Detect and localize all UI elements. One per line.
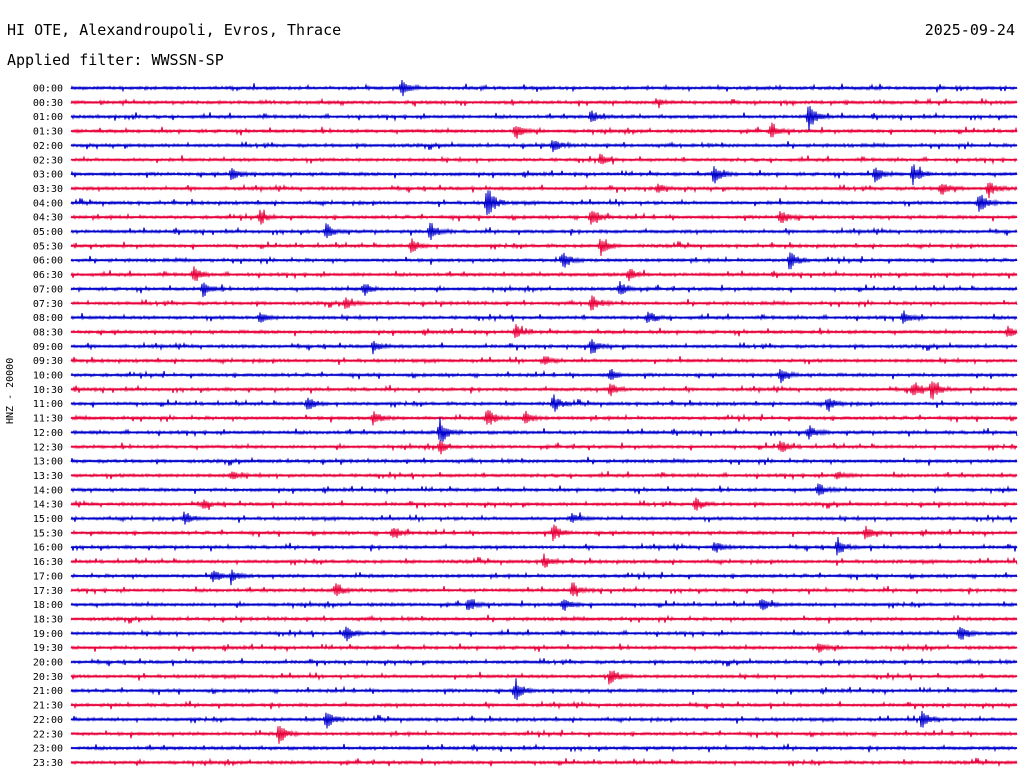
trace-0330	[70, 182, 1018, 199]
time-label-0130: 01:30	[33, 127, 63, 138]
time-label-1300: 13:00	[33, 457, 63, 468]
time-label-2330: 23:30	[33, 758, 63, 769]
trace-1030	[70, 381, 1018, 400]
time-label-1000: 10:00	[33, 371, 63, 382]
time-label-0500: 05:00	[33, 227, 63, 238]
time-label-0900: 09:00	[33, 342, 63, 353]
trace-0030	[70, 97, 1018, 109]
filter-label: Applied filter: WWSSN-SP	[7, 51, 224, 69]
time-label-0300: 03:00	[33, 170, 63, 181]
trace-0830	[70, 324, 1018, 339]
time-label-1930: 19:30	[33, 643, 63, 654]
time-label-1100: 11:00	[33, 399, 63, 410]
time-label-1600: 16:00	[33, 543, 63, 554]
time-label-1030: 10:30	[33, 385, 63, 396]
time-label-1530: 15:30	[33, 528, 63, 539]
trace-2100	[70, 678, 1018, 701]
trace-1600	[70, 537, 1018, 556]
date-label: 2025-09-24	[924, 21, 1015, 39]
time-label-0800: 08:00	[33, 313, 63, 324]
time-label-0630: 06:30	[33, 270, 63, 281]
time-label-0600: 06:00	[33, 256, 63, 267]
time-label-2200: 22:00	[33, 715, 63, 726]
time-label-0230: 02:30	[33, 155, 63, 166]
time-label-0100: 01:00	[33, 112, 63, 123]
time-label-2000: 20:00	[33, 658, 63, 669]
time-label-1130: 11:30	[33, 414, 63, 425]
time-label-1500: 15:00	[33, 514, 63, 525]
time-label-2130: 21:30	[33, 701, 63, 712]
time-label-1730: 17:30	[33, 586, 63, 597]
time-label-2100: 21:00	[33, 686, 63, 697]
time-label-1830: 18:30	[33, 614, 63, 625]
time-label-1630: 16:30	[33, 557, 63, 568]
time-label-0330: 03:30	[33, 184, 63, 195]
trace-0630	[70, 266, 1018, 282]
trace-0100	[70, 106, 1018, 132]
trace-1630	[70, 553, 1018, 568]
time-label-1230: 12:30	[33, 442, 63, 453]
time-label-0730: 07:30	[33, 299, 63, 310]
time-label-2030: 20:30	[33, 672, 63, 683]
time-label-0430: 04:30	[33, 213, 63, 224]
trace-1000	[70, 368, 1018, 384]
time-label-2300: 23:00	[33, 744, 63, 755]
time-label-1430: 14:30	[33, 500, 63, 511]
time-label-0030: 00:30	[33, 98, 63, 109]
time-label-1200: 12:00	[33, 428, 63, 439]
time-label-1700: 17:00	[33, 571, 63, 582]
station-title: HI OTE, Alexandroupoli, Evros, Thrace	[7, 21, 342, 39]
time-label-0530: 05:30	[33, 241, 63, 252]
time-label-2230: 22:30	[33, 729, 63, 740]
time-label-0200: 02:00	[33, 141, 63, 152]
time-label-0830: 08:30	[33, 327, 63, 338]
trace-1200	[70, 417, 1018, 442]
time-label-1400: 14:00	[33, 485, 63, 496]
time-label-1330: 13:30	[33, 471, 63, 482]
trace-2230	[70, 726, 1018, 744]
time-label-0700: 07:00	[33, 284, 63, 295]
trace-0530	[70, 238, 1018, 257]
time-label-0400: 04:00	[33, 198, 63, 209]
trace-2030	[70, 670, 1018, 685]
time-label-0000: 00:00	[33, 84, 63, 95]
time-label-0930: 09:30	[33, 356, 63, 367]
time-label-1900: 19:00	[33, 629, 63, 640]
time-label-1800: 18:00	[33, 600, 63, 611]
trace-1700	[70, 569, 1018, 586]
